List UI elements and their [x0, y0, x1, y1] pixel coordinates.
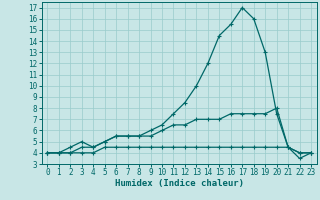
X-axis label: Humidex (Indice chaleur): Humidex (Indice chaleur)	[115, 179, 244, 188]
